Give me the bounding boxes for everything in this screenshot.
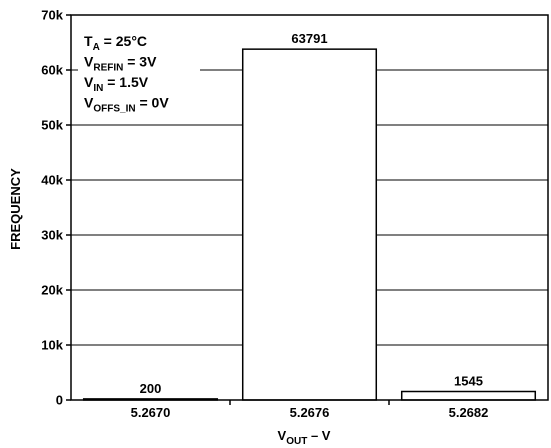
condition-value: = 25°C: [100, 33, 147, 49]
x-axis-title-main: V: [278, 428, 287, 443]
bar-5.2682: [400, 390, 537, 401]
condition-value: = 1.5V: [103, 74, 148, 90]
data-label: 63791: [291, 31, 327, 46]
condition-symbol: V: [84, 74, 94, 90]
y-axis-title: FREQUENCY: [8, 168, 23, 250]
y-tick-label: 30k: [41, 228, 63, 243]
x-tick-label: 5.2670: [131, 405, 171, 420]
x-axis-title-sub: OUT: [286, 436, 307, 447]
y-tick-label: 0: [56, 393, 63, 408]
plot-frame: [70, 14, 549, 401]
x-tick-label: 5.2682: [449, 405, 489, 420]
x-axis-title: VOUT – V: [278, 428, 331, 447]
y-tick-label: 50k: [41, 118, 63, 133]
bars: [82, 48, 537, 401]
y-tick-label: 60k: [41, 63, 63, 78]
condition-subscript: REFIN: [93, 63, 123, 74]
y-tick-label: 40k: [41, 173, 63, 188]
condition-symbol: V: [84, 54, 94, 70]
y-axis-ticks: 0 10k 20k 30k 40k 50k 60k 70k: [41, 8, 71, 408]
conditions-background: [78, 26, 200, 122]
condition-symbol: T: [84, 33, 93, 49]
bar-5.2676: [241, 48, 378, 401]
data-label: 200: [140, 381, 162, 396]
y-tick-label: 20k: [41, 283, 63, 298]
condition-subscript: IN: [93, 83, 103, 94]
x-tick-label: 5.2676: [290, 405, 330, 420]
condition-value: = 0V: [136, 95, 170, 111]
condition-symbol: V: [84, 95, 94, 111]
condition-line: VOFFS_IN = 0V: [84, 95, 169, 115]
condition-subscript: OFFS_IN: [93, 104, 135, 115]
x-axis-title-suffix: – V: [307, 428, 330, 443]
data-labels: 200 63791 1545: [140, 31, 483, 396]
condition-line: VIN = 1.5V: [84, 74, 149, 94]
condition-value: = 3V: [123, 54, 157, 70]
data-label: 1545: [454, 374, 483, 389]
y-tick-label: 70k: [41, 8, 63, 23]
condition-subscript: A: [93, 42, 100, 53]
y-tick-label: 10k: [41, 338, 63, 353]
condition-line: VREFIN = 3V: [84, 54, 157, 74]
condition-line: TA = 25°C: [84, 33, 147, 53]
x-axis-ticks: 5.2670 5.2676 5.2682: [131, 400, 489, 420]
